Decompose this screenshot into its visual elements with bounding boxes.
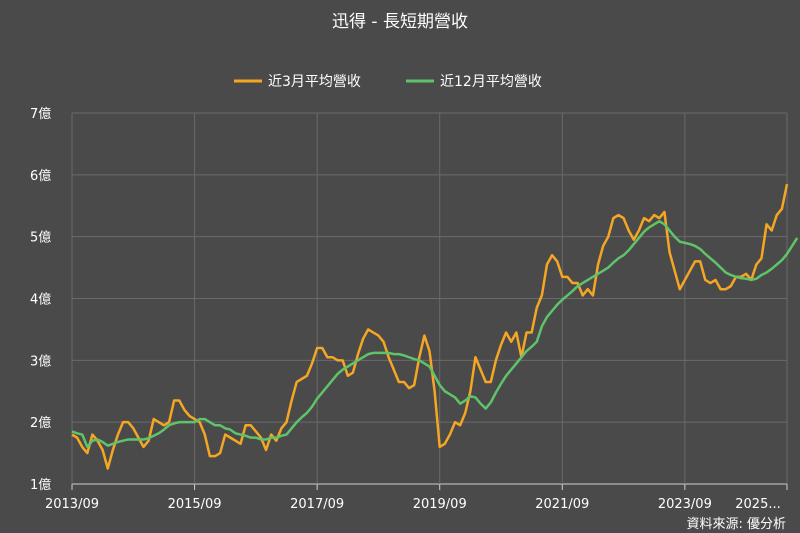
x-tick-label: 2021/09 bbox=[535, 497, 589, 512]
legend-item-short[interactable]: 近3月平均營收 bbox=[234, 74, 361, 90]
series-line-long bbox=[71, 219, 799, 449]
legend-label-long: 近12月平均營收 bbox=[440, 74, 542, 90]
y-tick-label: 5億 bbox=[30, 230, 51, 246]
y-tick-label: 7億 bbox=[30, 106, 51, 122]
plot-area bbox=[71, 183, 799, 470]
y-tick-label: 2億 bbox=[30, 415, 51, 431]
x-axis: 2013/09 2015/09 2017/09 2019/09 2021/09 2023/… bbox=[45, 484, 788, 512]
legend: 近3月平均營收 近12月平均營收 bbox=[234, 74, 542, 90]
chart-title: 迅得 - 長短期營收 bbox=[332, 12, 468, 32]
x-tick-label: 2015/09 bbox=[168, 497, 222, 512]
x-tick-label: 2025... bbox=[735, 497, 780, 512]
y-tick-label: 6億 bbox=[30, 168, 51, 184]
y-tick-label: 3億 bbox=[30, 353, 51, 369]
legend-item-long[interactable]: 近12月平均營收 bbox=[406, 74, 542, 90]
x-tick-label: 2019/09 bbox=[413, 497, 467, 512]
legend-label-short: 近3月平均營收 bbox=[268, 74, 361, 90]
x-tick-label: 2023/09 bbox=[658, 497, 712, 512]
y-tick-label: 1億 bbox=[30, 477, 51, 493]
y-axis: 1億 2億 3億 4億 5億 6億 7億 bbox=[30, 106, 51, 493]
series-line-short bbox=[71, 183, 789, 470]
y-tick-label: 4億 bbox=[30, 292, 51, 308]
source-note: 資料來源: 優分析 bbox=[686, 517, 786, 532]
grid bbox=[71, 112, 788, 485]
x-tick-label: 2017/09 bbox=[290, 497, 344, 512]
x-tick-label: 2013/09 bbox=[45, 497, 99, 512]
